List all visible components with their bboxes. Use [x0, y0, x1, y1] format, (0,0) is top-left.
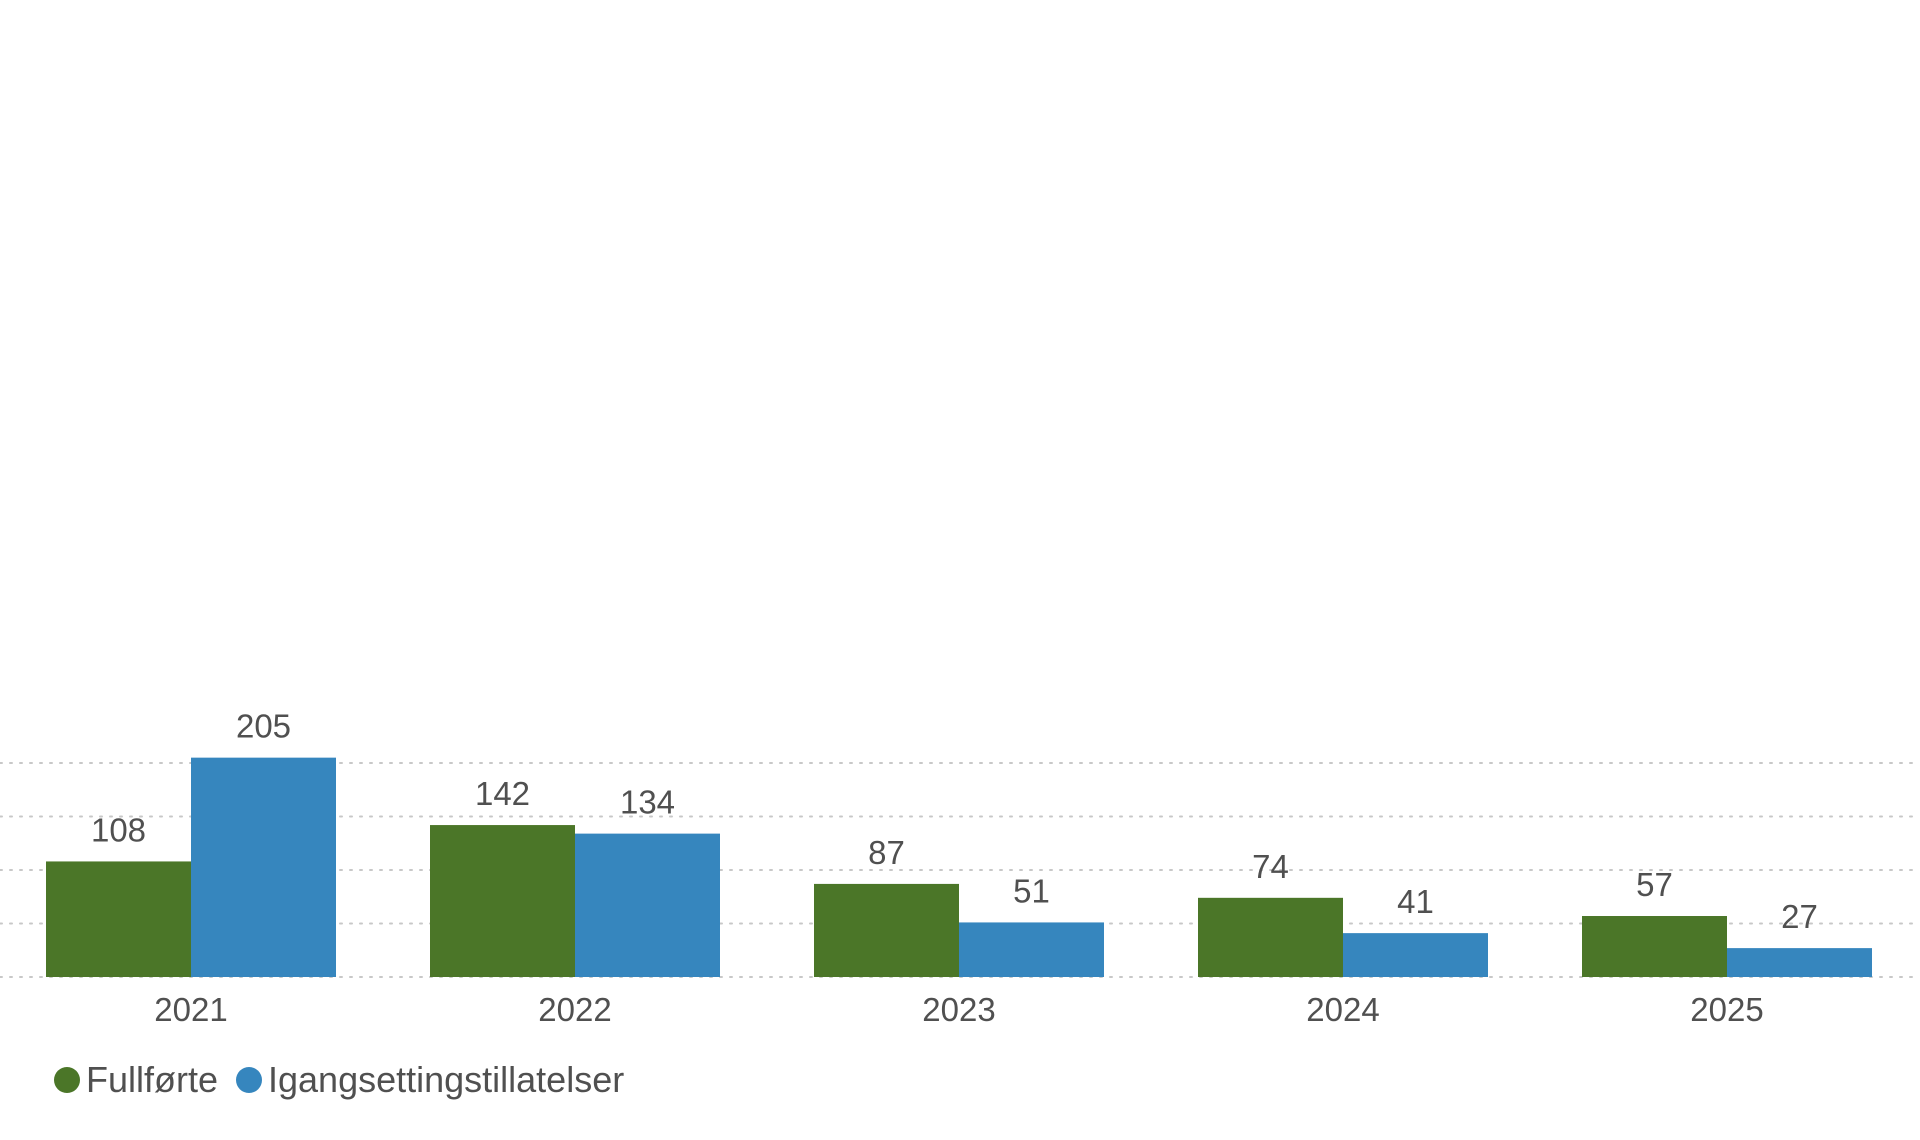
bar-fullforte-2024[interactable]	[1198, 897, 1343, 977]
data-label: 27	[1781, 898, 1818, 935]
legend-label: Fullførte	[86, 1059, 218, 1100]
bar-igangsettingstillatelser-2023[interactable]	[959, 922, 1104, 977]
bar-igangsettingstillatelser-2022[interactable]	[575, 833, 720, 977]
bar-igangsettingstillatelser-2025[interactable]	[1727, 948, 1872, 977]
legend-marker-icon	[236, 1067, 262, 1093]
x-tick-label: 2023	[922, 991, 995, 1028]
legend-marker-icon	[54, 1067, 80, 1093]
data-label: 51	[1013, 872, 1050, 909]
bar-igangsettingstillatelser-2024[interactable]	[1343, 933, 1488, 977]
data-label: 87	[868, 834, 905, 871]
legend-item-igangsettingstillatelser[interactable]: Igangsettingstillatelser	[236, 1059, 624, 1100]
legend-label: Igangsettingstillatelser	[268, 1059, 624, 1100]
data-label: 205	[236, 708, 291, 745]
bar-fullforte-2023[interactable]	[814, 883, 959, 977]
bar-fullforte-2022[interactable]	[430, 825, 575, 977]
legend-item-fullforte[interactable]: Fullførte	[54, 1059, 218, 1100]
bar-fullforte-2021[interactable]	[46, 861, 191, 977]
data-label: 41	[1397, 883, 1434, 920]
x-tick-label: 2022	[538, 991, 611, 1028]
bars	[46, 757, 1872, 977]
data-label: 134	[620, 784, 675, 821]
x-tick-label: 2024	[1306, 991, 1379, 1028]
x-tick-label: 2025	[1690, 991, 1763, 1028]
data-labels: 108 205 142 134 87 51 74 41 57 27	[91, 708, 1818, 935]
data-label: 108	[91, 811, 146, 848]
bar-fullforte-2025[interactable]	[1582, 916, 1727, 977]
x-tick-label: 2021	[154, 991, 227, 1028]
data-label: 57	[1636, 866, 1673, 903]
bar-igangsettingstillatelser-2021[interactable]	[191, 757, 336, 977]
data-label: 74	[1252, 848, 1289, 885]
legend[interactable]: Fullførte Igangsettingstillatelser	[54, 1059, 624, 1100]
x-axis: 2021 2022 2023 2024 2025	[154, 991, 1763, 1028]
data-label: 142	[475, 775, 530, 812]
